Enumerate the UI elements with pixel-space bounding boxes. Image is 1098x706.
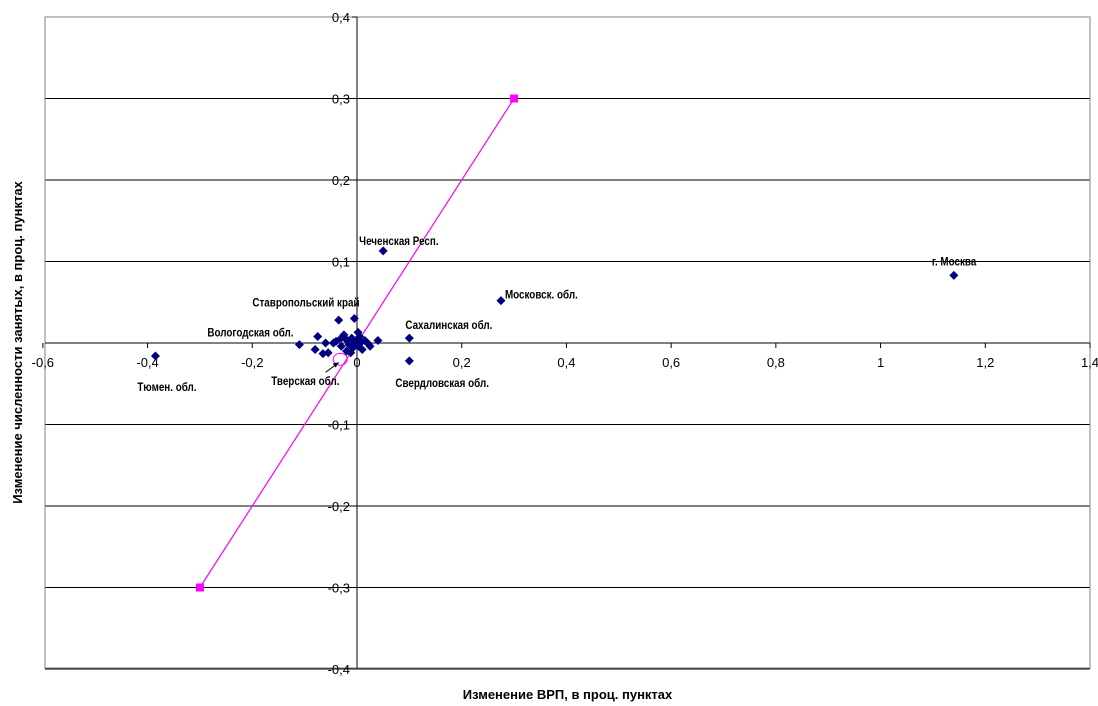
axes xyxy=(42,16,1091,670)
data-point xyxy=(357,345,367,355)
data-point xyxy=(328,338,338,348)
reference-point xyxy=(510,94,519,103)
y-tick-label: 0,4 xyxy=(332,10,350,25)
y-tick-label: 0,3 xyxy=(332,92,350,107)
data-point xyxy=(150,351,160,361)
data-point xyxy=(321,338,331,348)
data-point xyxy=(336,333,346,343)
data-point xyxy=(334,315,344,325)
grid-lines xyxy=(45,16,1090,670)
data-point xyxy=(353,327,363,337)
point-label: Ставропольский край xyxy=(252,297,359,310)
data-point xyxy=(323,348,333,358)
y-tick-label: -0,2 xyxy=(328,499,350,514)
y-tick-label: 0,1 xyxy=(332,255,350,270)
x-axis-title: Изменение ВРП, в проц. пунктах xyxy=(463,687,673,702)
x-tick-label: 1 xyxy=(877,355,884,370)
y-tick-label: 0,2 xyxy=(332,173,350,188)
x-tick-label: 0,4 xyxy=(557,355,575,370)
point-annotations: г. Москва Московск. обл. Чеченская Респ. Ст… xyxy=(137,235,977,394)
y-axis-title: Изменение численности занятых, в проц. п… xyxy=(10,180,25,503)
reference-point xyxy=(195,583,204,592)
highlight-circle xyxy=(332,352,348,366)
x-tick-label: 0,2 xyxy=(453,355,471,370)
data-point xyxy=(310,345,320,355)
x-tick-label: 0,6 xyxy=(662,355,680,370)
data-point xyxy=(496,296,506,306)
point-label: Сахалинская обл. xyxy=(405,319,492,332)
data-point xyxy=(313,331,323,341)
data-point xyxy=(346,348,356,358)
y-tick-label: -0,3 xyxy=(328,581,350,596)
point-label: г. Москва xyxy=(932,256,977,269)
point-label: Свердловская обл. xyxy=(395,377,489,390)
x-tick-label: -0,6 xyxy=(32,355,54,370)
data-point xyxy=(404,356,414,366)
data-point xyxy=(349,314,359,324)
data-point xyxy=(404,333,414,343)
data-point xyxy=(378,246,388,256)
data-point xyxy=(373,336,383,346)
x-tick-label: 0,8 xyxy=(767,355,785,370)
point-label: Чеченская Респ. xyxy=(359,235,438,248)
data-point xyxy=(949,270,959,280)
x-tick-label: -0,4 xyxy=(136,355,158,370)
y-tick-label: -0,4 xyxy=(328,662,350,677)
data-point xyxy=(336,341,346,351)
tick-labels: -0,6 -0,4 -0,2 0 0,2 0,4 0,6 0,8 1 1,2 1,4 -0,4 -0,3… xyxy=(32,10,1098,677)
point-label: Тюмен. обл. xyxy=(137,381,196,394)
y-tick-label: -0,1 xyxy=(328,418,350,433)
x-tick-label: 0 xyxy=(353,355,360,370)
data-points xyxy=(150,246,959,366)
point-label: Московск. обл. xyxy=(505,289,578,302)
data-point xyxy=(294,340,304,350)
annotation-arrowhead xyxy=(332,362,339,368)
point-label: Вологодская обл. xyxy=(207,327,293,340)
x-tick-label: -0,2 xyxy=(241,355,263,370)
x-tick-label: 1,2 xyxy=(976,355,994,370)
point-label: Тверская обл. xyxy=(271,375,339,388)
data-point xyxy=(365,341,375,351)
x-tick-label: 1,4 xyxy=(1081,355,1098,370)
